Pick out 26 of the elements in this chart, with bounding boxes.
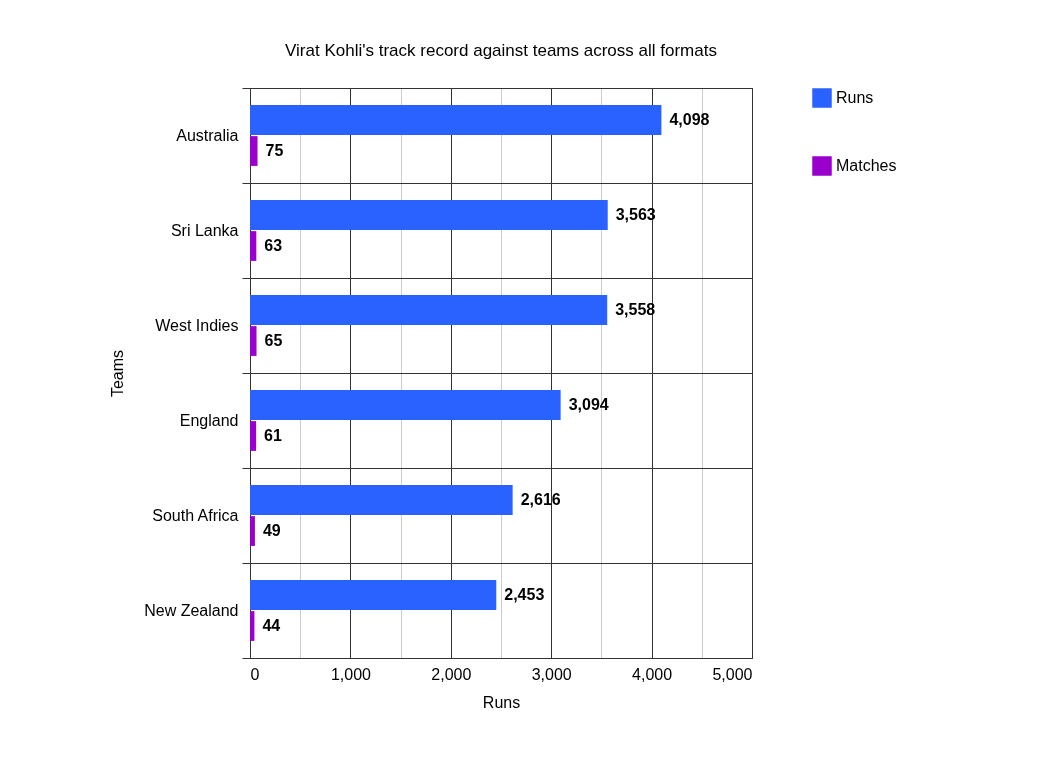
text: 1,000 — [330, 665, 371, 683]
data-label: 75 — [265, 142, 284, 160]
y-axis-title: Teams — [109, 349, 127, 398]
data-label: 2,453 — [504, 585, 545, 603]
legend-label: Runs — [836, 89, 874, 106]
x-tick-label: 0 — [250, 665, 260, 683]
data-label: 61 — [264, 427, 283, 445]
y-tick-label: South Africa — [152, 507, 239, 524]
y-tick-label: Australia — [176, 127, 239, 144]
y-tick-label: England — [179, 412, 239, 429]
y-tick-label: West Indies — [155, 317, 239, 334]
data-label: 4,098 — [669, 110, 710, 128]
data-label: 3,094 — [568, 395, 609, 413]
data-label: 63 — [264, 237, 283, 255]
chart-title: Virat Kohli's track record against teams across all formats — [285, 41, 717, 60]
x-tick-label: 5,000 — [712, 665, 753, 683]
x-tick-label: 4,000 — [632, 665, 673, 683]
data-label: 49 — [262, 522, 281, 540]
y-tick-label: Sri Lanka — [170, 222, 239, 239]
x-tick-label: 3,000 — [531, 665, 572, 683]
y-tick-label: New Zealand — [144, 602, 239, 619]
data-label: 65 — [264, 332, 283, 350]
x-tick-label: 2,000 — [431, 665, 472, 683]
data-label: 44 — [262, 617, 281, 635]
legend-label: Matches — [836, 157, 897, 174]
x-axis-title: Runs — [482, 693, 521, 711]
